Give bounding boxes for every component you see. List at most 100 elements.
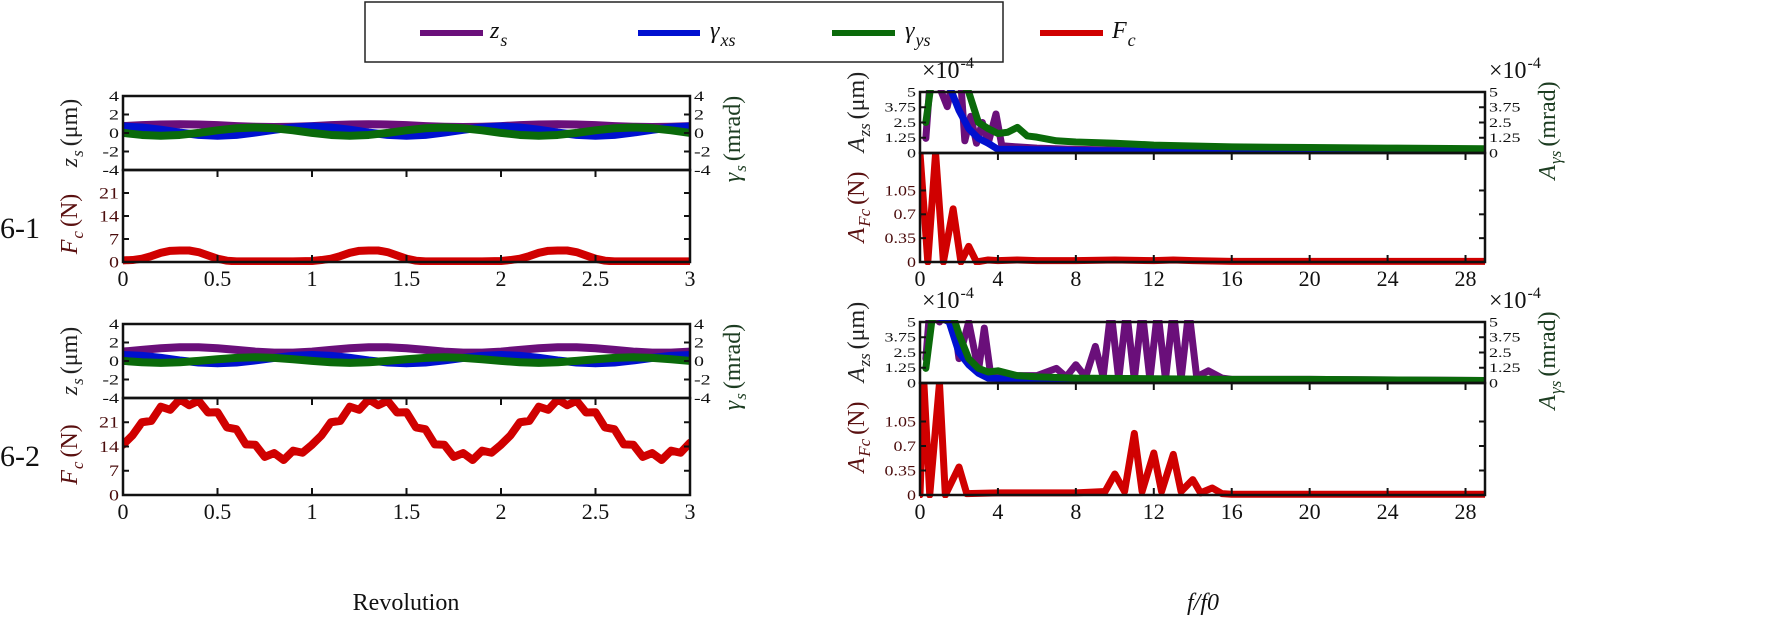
multiplier-label-right: ×10-4 <box>1489 55 1541 84</box>
y-tick-label-right: 2.5 <box>1489 346 1512 360</box>
y-axis-label-fc: Fc(N) <box>57 194 87 256</box>
series-line-γ_xs <box>123 122 690 140</box>
y-tick-label-right: 2 <box>694 106 704 123</box>
y-tick-label-right: -4 <box>694 162 711 179</box>
series-line-F_c <box>920 153 1485 265</box>
x-tick-label: 0.5 <box>204 266 232 291</box>
y-tick-label: 1.25 <box>885 131 917 145</box>
panel-6-1-spectrum: 0 4 8 12 16 20 24 2801.252.53.75501.252.53.7550… <box>885 86 1521 291</box>
series-line-z_s <box>922 320 1485 383</box>
series-line-F_c <box>920 383 1485 498</box>
legend-entry-zs: zs <box>420 18 507 50</box>
y-tick-label-right: -2 <box>694 143 711 160</box>
x-tick-label: 2 <box>496 499 507 524</box>
x-tick-label: 12 <box>1143 266 1165 291</box>
y-tick-label: 21 <box>99 414 119 432</box>
legend-label: F <box>1111 18 1127 44</box>
x-tick-label: 0 <box>915 499 926 524</box>
y-tick-label-right: 0 <box>694 125 704 142</box>
legend-entry-gxs: γxs <box>638 18 735 50</box>
legend-label: z <box>489 18 500 44</box>
x-tick-label: 1.5 <box>393 266 421 291</box>
x-tick-label: 0 <box>915 266 926 291</box>
y-tick-label: -4 <box>102 390 119 407</box>
svg-text:Fc: Fc <box>1111 18 1136 50</box>
x-tick-label: 28 <box>1455 499 1477 524</box>
y-tick-label: 7 <box>109 230 119 248</box>
axes-frame-bottom <box>121 168 692 264</box>
row-label-6-1: 6-1 <box>0 212 40 245</box>
legend-sub: c <box>1128 30 1136 50</box>
y-axis-label-zs: zs(μm) <box>57 327 87 397</box>
legend-sub: ys <box>913 30 930 50</box>
x-tick-label: 20 <box>1299 499 1321 524</box>
legend-label: γ <box>905 18 915 44</box>
y-tick-label: 14 <box>99 438 119 456</box>
x-tick-label: 1 <box>307 499 318 524</box>
x-axis-label-left: Revolution <box>353 590 460 616</box>
y-axis-label-afc: AFc(N) <box>844 172 874 245</box>
y-tick-label: 5 <box>907 86 916 100</box>
y-tick-label: 0.7 <box>894 206 916 223</box>
y-tick-label: 5 <box>907 316 916 330</box>
legend-sub: xs <box>719 30 735 50</box>
multiplier-label: ×10-4 <box>922 285 974 314</box>
y-tick-label: 0 <box>907 147 916 161</box>
y-tick-label: -2 <box>102 143 119 160</box>
y-axis-label-azs: Azs(μm) <box>844 72 874 154</box>
series-line-F_c <box>123 246 690 265</box>
x-tick-label: 0.5 <box>204 499 232 524</box>
x-tick-label: 8 <box>1070 266 1081 291</box>
series-line-γ_xs <box>123 350 690 368</box>
x-tick-label: 24 <box>1377 266 1399 291</box>
y-tick-label: 0 <box>109 486 119 504</box>
y-tick-label: 2 <box>109 106 119 123</box>
y-axis-label-azs: Azs(μm) <box>844 302 874 384</box>
series-line-γ_ys <box>922 320 1485 383</box>
y-tick-label: 1.25 <box>885 361 917 375</box>
x-tick-label: 12 <box>1143 499 1165 524</box>
y-tick-label: 7 <box>109 462 119 480</box>
series-line-z_s <box>123 120 690 131</box>
y-tick-label: 2.5 <box>894 116 917 130</box>
y-tick-label: 0 <box>109 125 119 142</box>
y-axis-label-zs: zs(μm) <box>57 99 87 169</box>
legend-entry-gys: γys <box>832 18 930 50</box>
panel-6-2-spectrum: 0 4 8 12 16 20 24 2801.252.53.75501.252.53.7550… <box>885 316 1521 524</box>
svg-text:zs: zs <box>489 18 507 50</box>
y-axis-label-gs: γs(mrad) <box>720 96 750 182</box>
y-tick-label: 0 <box>907 487 916 504</box>
multiplier-label: ×10-4 <box>922 55 974 84</box>
y-tick-label-right: -4 <box>694 390 711 407</box>
x-tick-label: 0 <box>118 499 129 524</box>
y-axis-label-ags: Aγs(mrad) <box>1535 81 1565 181</box>
y-tick-label: -4 <box>102 162 119 179</box>
legend: zs γxs γys Fc <box>364 1 1136 63</box>
x-tick-label: 4 <box>992 266 1003 291</box>
legend-entry-fc: Fc <box>1040 18 1136 50</box>
series-line-γ_ys <box>922 90 1485 153</box>
y-tick-label-right: 4 <box>694 88 704 105</box>
axes-frame-bottom <box>918 151 1487 264</box>
x-tick-label: 3 <box>685 266 696 291</box>
y-tick-label: 3.75 <box>885 101 917 115</box>
x-tick-label: 20 <box>1299 266 1321 291</box>
y-tick-label: 0 <box>109 353 119 370</box>
series-line-z_s <box>922 90 1485 153</box>
x-tick-label: 8 <box>1070 499 1081 524</box>
y-tick-label-right: 0 <box>1489 377 1498 391</box>
y-tick-label: -2 <box>102 371 119 388</box>
y-tick-label: 0.35 <box>885 230 916 247</box>
series-line-γ_xs <box>947 90 1485 153</box>
x-tick-label: 1 <box>307 266 318 291</box>
multiplier-label-right: ×10-4 <box>1489 285 1541 314</box>
x-tick-label: 3 <box>685 499 696 524</box>
y-tick-label: 1.05 <box>885 182 916 199</box>
y-tick-label: 0 <box>907 377 916 391</box>
x-tick-label: 2.5 <box>582 499 610 524</box>
legend-sub: s <box>500 30 507 50</box>
y-tick-label-right: 5 <box>1489 316 1498 330</box>
y-tick-label-right: 4 <box>694 316 704 333</box>
x-tick-label: 24 <box>1377 499 1399 524</box>
